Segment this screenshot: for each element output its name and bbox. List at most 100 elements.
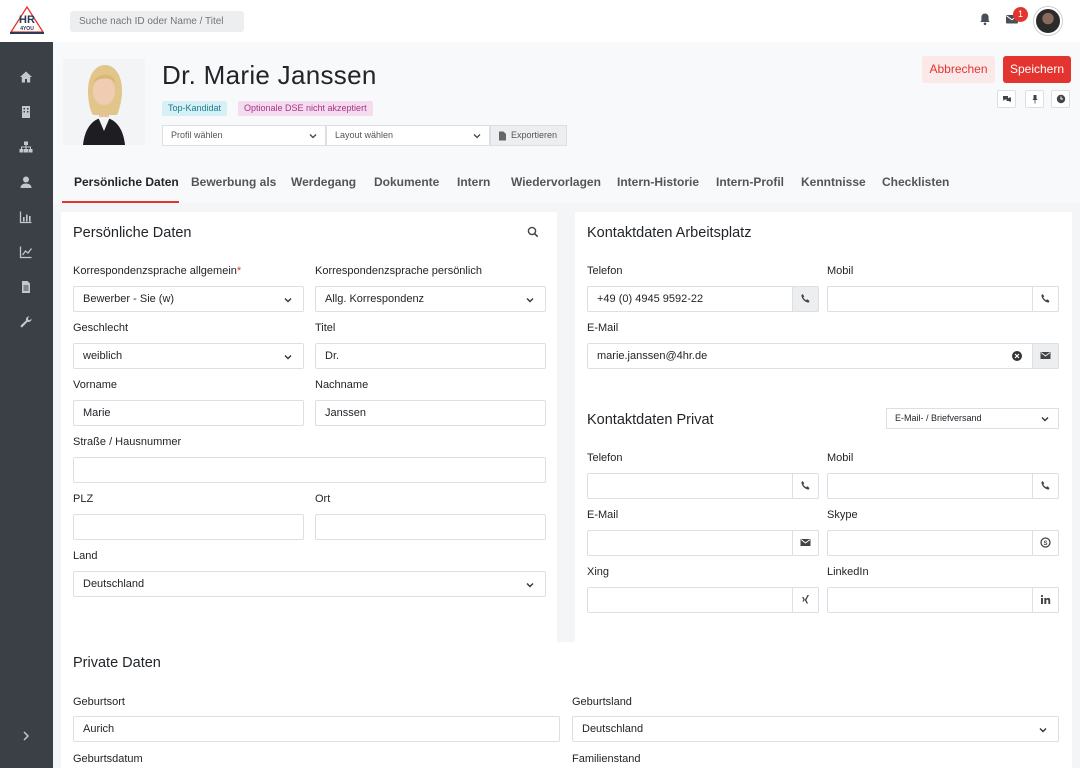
- wrench-icon[interactable]: [19, 315, 33, 329]
- titel-label: Titel: [315, 322, 336, 334]
- call-mobile-button[interactable]: [1032, 473, 1059, 499]
- chevron-down-icon: [1039, 728, 1047, 733]
- comments-button[interactable]: [997, 90, 1016, 108]
- work-email-input[interactable]: marie.janssen@4hr.de: [587, 343, 1059, 369]
- korr-pers-select[interactable]: Allg. Korrespondenz: [315, 286, 546, 312]
- priv-email-input[interactable]: [587, 530, 819, 556]
- geburtsort-input[interactable]: Aurich: [73, 716, 560, 742]
- xing-label: Xing: [587, 566, 610, 578]
- gender-select[interactable]: weiblich: [73, 343, 304, 369]
- card-title: Kontaktdaten Arbeitsplatz: [587, 225, 752, 241]
- korr-pers-label: Korrespondenzsprache persönlich: [315, 265, 482, 277]
- home-icon[interactable]: [19, 70, 33, 84]
- vorname-input[interactable]: Marie: [73, 400, 304, 426]
- call-button[interactable]: [792, 286, 819, 312]
- priv-telefon-input[interactable]: [587, 473, 819, 499]
- chevron-down-icon: [473, 134, 481, 139]
- main-content: Dr. Marie Janssen Top-Kandidat Optionale…: [53, 42, 1080, 768]
- sitemap-icon[interactable]: [19, 140, 33, 154]
- search-input[interactable]: [70, 11, 244, 32]
- work-telefon-input[interactable]: +49 (0) 4945 9592-22: [587, 286, 819, 312]
- candidate-photo[interactable]: [63, 59, 145, 145]
- send-email-button[interactable]: [1032, 343, 1059, 369]
- cancel-button[interactable]: Abbrechen: [922, 56, 995, 83]
- geburtsdatum-label: Geburtsdatum: [73, 753, 143, 765]
- xing-button[interactable]: [792, 587, 819, 613]
- linkedin-input[interactable]: [827, 587, 1059, 613]
- user-icon[interactable]: [19, 175, 33, 189]
- user-avatar[interactable]: [1034, 7, 1062, 35]
- linkedin-button[interactable]: [1032, 587, 1059, 613]
- card-title: Private Daten: [73, 655, 161, 671]
- search-icon[interactable]: [527, 226, 539, 241]
- gender-label: Geschlecht: [73, 322, 129, 334]
- work-mobil-input[interactable]: [827, 286, 1059, 312]
- phone-icon: [1041, 481, 1050, 490]
- history-button[interactable]: [1051, 90, 1070, 108]
- tab-intern-historie[interactable]: Intern-Historie: [617, 175, 700, 189]
- bell-icon[interactable]: [978, 12, 994, 28]
- required-marker: *: [236, 265, 242, 277]
- tab-intern-profil[interactable]: Intern-Profil: [716, 175, 784, 189]
- delivery-select-value: E-Mail- / Briefversand: [895, 413, 982, 423]
- phone-icon: [1041, 294, 1050, 303]
- skype-input[interactable]: S: [827, 530, 1059, 556]
- personal-data-card: Persönliche Daten Korrespondenzsprache a…: [61, 212, 557, 666]
- tab-werdegang[interactable]: Werdegang: [291, 175, 357, 189]
- korr-allg-label: Korrespondenzsprache allgemein*: [73, 265, 241, 277]
- file-export-icon: [499, 131, 506, 141]
- clear-icon[interactable]: [1011, 350, 1023, 362]
- layout-select[interactable]: Layout wählen: [326, 125, 490, 146]
- skype-button[interactable]: S: [1032, 530, 1059, 556]
- comments-icon: [1003, 96, 1011, 103]
- street-input[interactable]: [73, 457, 546, 483]
- plz-input[interactable]: [73, 514, 304, 540]
- land-value: Deutschland: [83, 578, 145, 590]
- tab-intern[interactable]: Intern: [457, 175, 491, 189]
- document-icon[interactable]: [19, 280, 33, 294]
- priv-email-label: E-Mail: [587, 509, 619, 521]
- xing-input[interactable]: [587, 587, 819, 613]
- korr-allg-value: Bewerber - Sie (w): [83, 293, 175, 305]
- building-icon[interactable]: [19, 105, 33, 119]
- envelope-icon: [1040, 352, 1051, 359]
- street-label: Straße / Hausnummer: [73, 436, 182, 448]
- tab-wiedervorlagen[interactable]: Wiedervorlagen: [511, 175, 601, 189]
- bar-chart-icon[interactable]: [19, 210, 33, 224]
- titel-input[interactable]: Dr.: [315, 343, 546, 369]
- korr-allg-select[interactable]: Bewerber - Sie (w): [73, 286, 304, 312]
- delivery-select[interactable]: E-Mail- / Briefversand: [886, 408, 1059, 429]
- export-button[interactable]: Exportieren: [490, 125, 567, 146]
- profile-select-value: Profil wählen: [171, 130, 223, 140]
- ort-input[interactable]: [315, 514, 546, 540]
- nachname-input[interactable]: Janssen: [315, 400, 546, 426]
- tab-bewerbung-als[interactable]: Bewerbung als: [191, 175, 277, 189]
- tab-checklisten[interactable]: Checklisten: [882, 175, 950, 189]
- top-bar: HR 4YOU 1: [0, 0, 1080, 42]
- skype-icon: S: [1040, 537, 1051, 548]
- tab-dokumente[interactable]: Dokumente: [374, 175, 440, 189]
- vorname-label: Vorname: [73, 379, 118, 391]
- save-button[interactable]: Speichern: [1003, 56, 1071, 83]
- call-button[interactable]: [792, 473, 819, 499]
- tab-persoenliche-daten[interactable]: Persönliche Daten: [74, 175, 179, 189]
- app-logo[interactable]: HR 4YOU: [8, 5, 46, 36]
- phone-icon: [801, 481, 810, 490]
- expand-sidebar-icon[interactable]: [20, 730, 32, 742]
- skype-label: Skype: [827, 509, 858, 521]
- land-select[interactable]: Deutschland: [73, 571, 546, 597]
- envelope-icon: [800, 539, 811, 546]
- pin-button[interactable]: [1025, 90, 1044, 108]
- send-email-button[interactable]: [792, 530, 819, 556]
- profile-header: [53, 42, 1080, 203]
- chevron-down-icon: [284, 298, 292, 303]
- active-tab-indicator: [62, 201, 179, 203]
- tab-kenntnisse[interactable]: Kenntnisse: [801, 175, 866, 189]
- export-label: Exportieren: [511, 130, 558, 140]
- profile-select[interactable]: Profil wählen: [162, 125, 326, 146]
- priv-mobil-input[interactable]: [827, 473, 1059, 499]
- candidate-name: Dr. Marie Janssen: [162, 60, 377, 90]
- line-chart-icon[interactable]: [19, 245, 33, 259]
- geburtsland-select[interactable]: Deutschland: [572, 716, 1059, 742]
- call-mobile-button[interactable]: [1032, 286, 1059, 312]
